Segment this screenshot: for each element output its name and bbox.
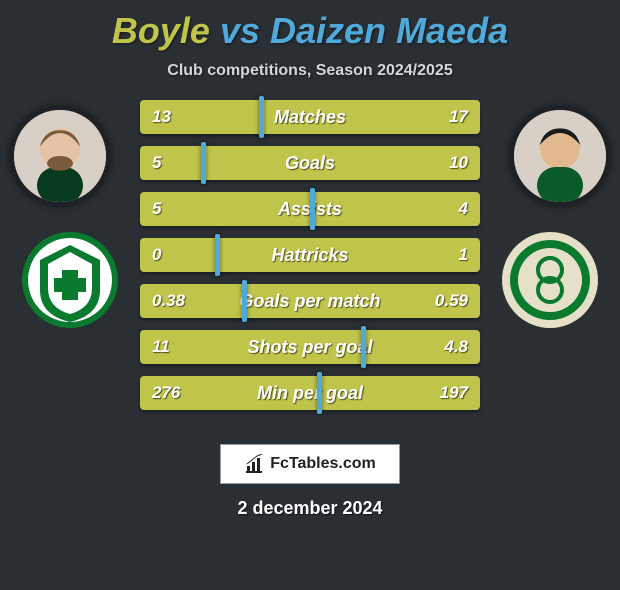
stat-marker	[201, 142, 206, 184]
title-vs: vs	[220, 10, 260, 51]
stat-value-left: 5	[140, 146, 173, 180]
stat-label: Goals per match	[140, 284, 480, 318]
stat-value-right: 197	[428, 376, 480, 410]
stat-label: Shots per goal	[140, 330, 480, 364]
stat-value-left: 13	[140, 100, 183, 134]
player2-club-crest	[500, 230, 600, 330]
stat-value-left: 276	[140, 376, 192, 410]
crest-icon	[500, 230, 600, 330]
comparison-title: Boyle vs Daizen Maeda	[0, 10, 620, 52]
stat-value-right: 17	[437, 100, 480, 134]
avatar-placeholder-icon	[14, 110, 106, 202]
stat-marker	[310, 188, 315, 230]
stat-label: Min per goal	[140, 376, 480, 410]
stat-value-left: 0	[140, 238, 173, 272]
bar-chart-icon	[244, 454, 264, 474]
brand-box: FcTables.com	[220, 444, 400, 484]
stat-marker	[259, 96, 264, 138]
stat-value-left: 0.38	[140, 284, 197, 318]
brand-text: FcTables.com	[270, 455, 376, 473]
stat-bar: 11 4.8Shots per goal	[140, 330, 480, 364]
stat-value-left: 5	[140, 192, 173, 226]
title-player2: Daizen Maeda	[270, 10, 508, 51]
stat-bars: 1317Matches510Goals54Assists01Hattricks0…	[140, 100, 480, 422]
stat-value-left: 11	[140, 330, 182, 364]
stat-marker	[361, 326, 366, 368]
title-player1: Boyle	[112, 10, 210, 51]
date-label: 2 december 2024	[0, 498, 620, 519]
player2-avatar	[510, 106, 610, 206]
stat-bar: 5 10Goals	[140, 146, 480, 180]
player1-club-crest	[20, 230, 120, 330]
stat-value-right: 4	[447, 192, 480, 226]
stat-marker	[317, 372, 322, 414]
stat-marker	[215, 234, 220, 276]
crest-icon	[20, 230, 120, 330]
stat-value-right: 4.8	[432, 330, 480, 364]
comparison-stage: 1317Matches510Goals54Assists01Hattricks0…	[0, 100, 620, 430]
stat-label: Hattricks	[140, 238, 480, 272]
stat-label: Goals	[140, 146, 480, 180]
avatar-placeholder-icon	[514, 110, 606, 202]
stat-value-right: 10	[437, 146, 480, 180]
stat-bar: 13 17Matches	[140, 100, 480, 134]
subtitle: Club competitions, Season 2024/2025	[0, 62, 620, 80]
stat-bar: 54Assists	[140, 192, 480, 226]
stat-value-right: 0.59	[423, 284, 480, 318]
player1-avatar	[10, 106, 110, 206]
stat-value-right: 1	[447, 238, 480, 272]
stat-bar: 276 197Min per goal	[140, 376, 480, 410]
stat-label: Matches	[140, 100, 480, 134]
stat-bar: 0.38 0.59Goals per match	[140, 284, 480, 318]
stat-marker	[242, 280, 247, 322]
stat-bar: 0 1Hattricks	[140, 238, 480, 272]
